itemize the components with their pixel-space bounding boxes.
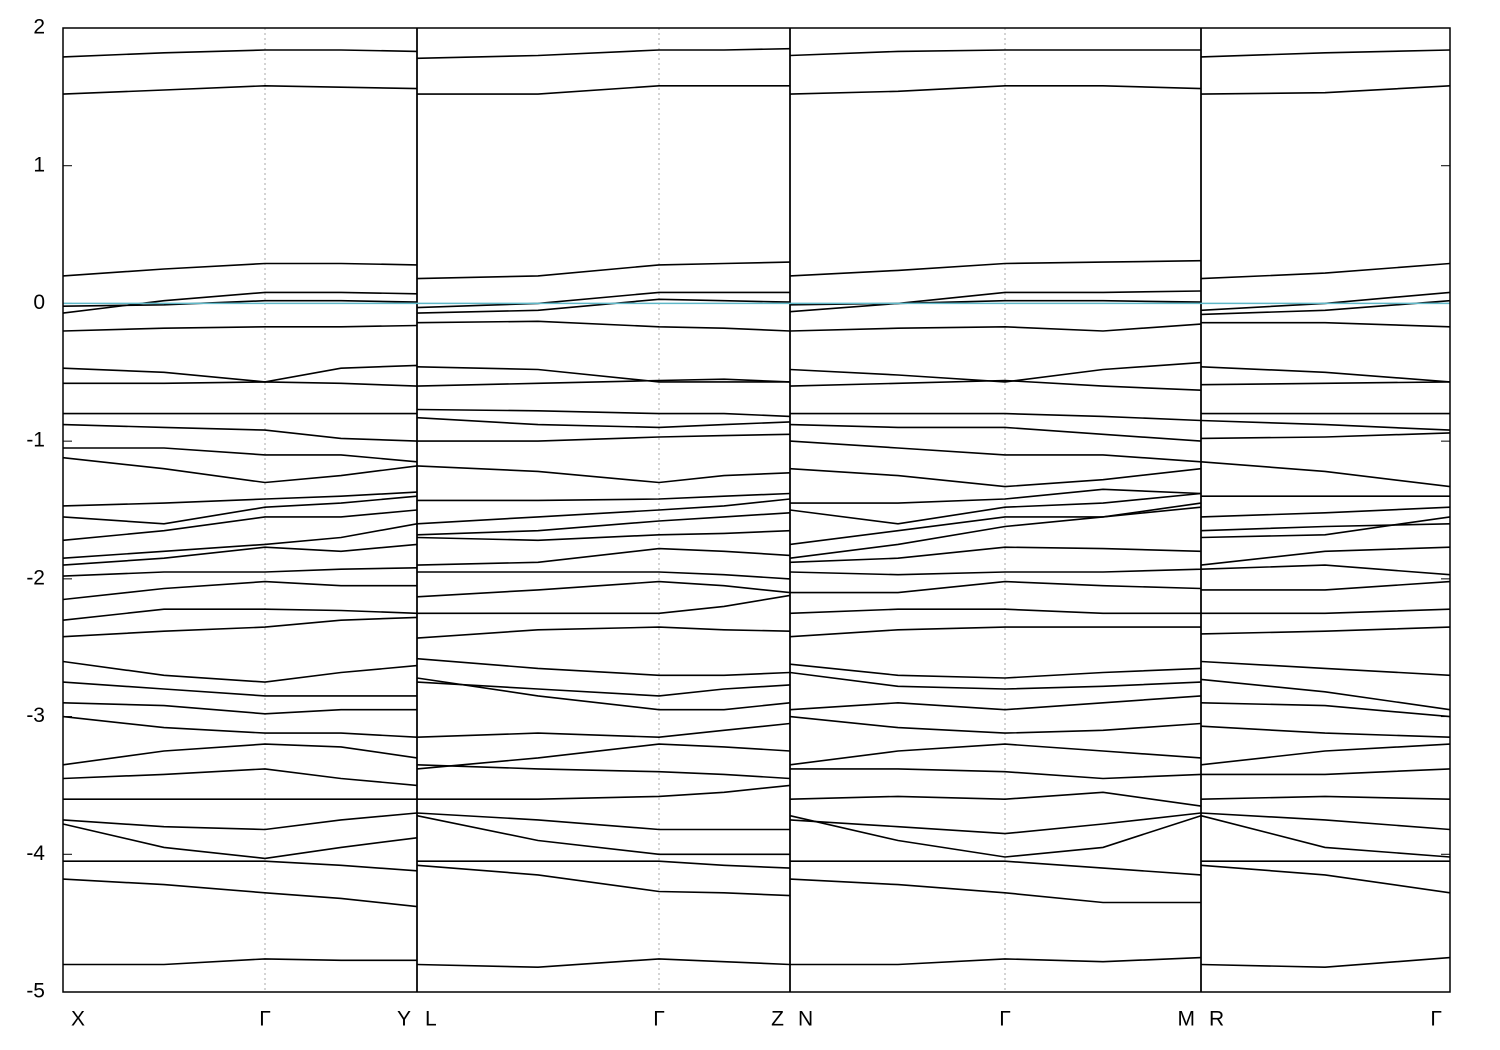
- x-tick-label: M: [1178, 1008, 1196, 1031]
- band-line: [62, 259, 1451, 280]
- band-line: [63, 408, 1450, 422]
- band-line: [62, 671, 1451, 711]
- x-tick-label: L: [425, 1008, 437, 1031]
- band-line: [62, 488, 1450, 507]
- band-line: [62, 47, 1451, 60]
- y-tick-label: -2: [26, 566, 45, 589]
- band-line: [62, 594, 1451, 621]
- band-line: [62, 564, 1451, 580]
- y-tick-label: -5: [26, 980, 45, 1003]
- band-line: [63, 784, 1451, 807]
- band-line: [62, 812, 1451, 835]
- band-line: [62, 502, 1451, 546]
- y-tick-label: 1: [33, 153, 45, 176]
- x-tick-label: Γ: [259, 1008, 271, 1031]
- band-line: [62, 616, 1451, 639]
- y-tick-label: 2: [33, 16, 45, 39]
- band-line: [63, 378, 1451, 391]
- band-line: [62, 657, 1451, 683]
- x-tick-label: R: [1209, 1008, 1224, 1031]
- band-line: [63, 860, 1450, 876]
- band-line: [62, 764, 1451, 787]
- plot-frame: [62, 27, 1451, 993]
- x-tick-label: N: [798, 1008, 813, 1031]
- y-tick-label: -1: [26, 429, 45, 452]
- band-line: [62, 416, 1451, 442]
- y-tick-label: -3: [26, 704, 45, 727]
- band-line: [62, 543, 1451, 566]
- y-tick-label: -4: [26, 842, 45, 865]
- band-line: [62, 492, 1451, 525]
- band-line: [62, 298, 1451, 316]
- y-tick-label: 0: [33, 291, 45, 314]
- x-tick-label: Γ: [653, 1008, 665, 1031]
- x-tick-label: Γ: [999, 1008, 1011, 1031]
- band-line: [63, 956, 1451, 969]
- band-line: [62, 506, 1451, 559]
- band-line: [62, 290, 1451, 314]
- x-tick-label: Y: [397, 1008, 411, 1031]
- x-tick-label: Γ: [1430, 1008, 1442, 1031]
- x-tick-label: X: [71, 1008, 85, 1031]
- band-line: [62, 864, 1451, 908]
- band-line: [62, 84, 1451, 95]
- band-line: [62, 456, 1451, 488]
- x-tick-label: Z: [771, 1008, 784, 1031]
- band-line: [62, 715, 1451, 739]
- band-line: [63, 432, 1451, 463]
- band-line: [62, 580, 1451, 601]
- band-line: [62, 320, 1451, 332]
- band-line: [62, 681, 1451, 718]
- band-line: [62, 361, 1451, 383]
- band-line: [62, 743, 1451, 770]
- band-line: [62, 814, 1451, 860]
